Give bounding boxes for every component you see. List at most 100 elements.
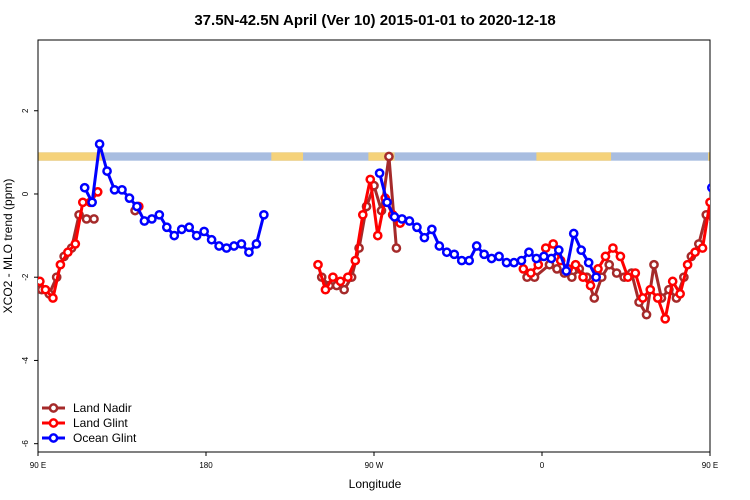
land-glint-point xyxy=(40,284,51,295)
land-glint-point xyxy=(365,174,376,185)
land-nadir-point xyxy=(718,215,725,222)
ocean-glint-point xyxy=(524,247,534,258)
land-nadir-point xyxy=(567,272,577,283)
ocean-glint-point xyxy=(176,224,187,235)
ocean-glint-point xyxy=(109,184,120,195)
land-glint-point xyxy=(518,264,529,274)
land-glint-point xyxy=(320,284,331,295)
y-tick-label: 2 xyxy=(21,108,30,113)
ocean-glint-point xyxy=(139,216,150,226)
ocean-glint-point xyxy=(434,241,445,251)
ocean-glint-point xyxy=(124,193,135,203)
ocean-glint-point xyxy=(553,245,564,256)
ocean-glint-point xyxy=(236,239,247,249)
land-glint-point xyxy=(55,259,66,270)
ocean-glint-point xyxy=(161,222,172,233)
land-glint-point xyxy=(570,259,581,270)
land-band-segment xyxy=(708,152,710,161)
land-glint-point xyxy=(630,268,641,278)
land-glint-point xyxy=(645,284,656,295)
ocean-glint-point xyxy=(707,183,710,193)
ocean-glint-point xyxy=(404,216,415,226)
ocean-glint-point xyxy=(191,230,202,241)
ocean-glint-point xyxy=(746,186,750,193)
land-glint-point xyxy=(714,199,721,206)
ocean-glint-point xyxy=(102,166,112,176)
ocean-glint-point xyxy=(456,255,467,266)
land-glint-legend-label: Land Glint xyxy=(73,416,128,430)
land-nadir-point xyxy=(89,214,99,224)
ocean-glint-point xyxy=(117,184,127,195)
land-glint-point xyxy=(77,197,88,208)
land-glint-point xyxy=(705,197,710,208)
land-glint-point xyxy=(70,239,81,249)
y-axis-label: XCO2 - MLO trend (ppm) xyxy=(1,179,15,314)
land-nadir-line xyxy=(320,155,398,292)
ocean-glint-point xyxy=(251,239,262,249)
ocean-glint-point xyxy=(731,167,738,174)
ocean-glint-point xyxy=(531,253,542,264)
ocean-glint-point xyxy=(132,201,142,212)
ocean-glint-point xyxy=(229,241,239,251)
land-nadir-legend-label: Land Nadir xyxy=(73,401,132,415)
land-glint-point xyxy=(721,188,728,195)
land-glint-point xyxy=(600,251,611,262)
land-nadir-point xyxy=(611,268,622,278)
ocean-glint-point xyxy=(716,199,723,206)
land-glint-legend-marker xyxy=(48,418,59,428)
land-nadir-point xyxy=(641,309,652,320)
land-nadir-point xyxy=(384,151,394,162)
land-glint-point xyxy=(660,313,671,324)
land-nadir-point xyxy=(649,259,659,270)
ocean-glint-point xyxy=(471,241,482,251)
y-tick-label: -2 xyxy=(21,273,30,281)
y-tick-label: -4 xyxy=(21,356,30,364)
ocean-glint-point xyxy=(214,241,224,251)
ocean-glint-point xyxy=(723,140,730,147)
land-nadir-point xyxy=(589,293,600,303)
chart-title: 37.5N-42.5N April (Ver 10) 2015-01-01 to… xyxy=(194,12,555,29)
land-glint-point xyxy=(578,272,588,283)
ocean-glint-point xyxy=(576,245,587,256)
land-glint-point xyxy=(675,289,685,299)
ocean-glint-point xyxy=(583,257,594,268)
land-glint-point xyxy=(682,259,693,270)
y-tick-label: 0 xyxy=(21,191,30,196)
land-glint-point xyxy=(637,293,648,303)
x-tick-label: 0 xyxy=(540,461,545,470)
ocean-glint-point xyxy=(154,209,165,220)
ocean-glint-point xyxy=(389,212,400,222)
land-glint-point xyxy=(690,247,700,258)
land-glint-point xyxy=(652,293,663,303)
ocean-glint-point xyxy=(199,226,209,237)
land-nadir-point xyxy=(708,215,710,223)
land-glint-point xyxy=(540,243,551,253)
land-glint-point xyxy=(608,243,618,253)
ocean-glint-point xyxy=(419,232,430,243)
ocean-glint-point xyxy=(568,228,579,239)
ocean-glint-legend-marker xyxy=(48,433,59,443)
ocean-glint-point xyxy=(494,251,504,262)
ocean-glint-point xyxy=(486,253,497,264)
ocean-glint-point xyxy=(546,253,557,264)
ocean-glint-point xyxy=(206,234,217,245)
x-tick-label: 90 E xyxy=(30,461,46,470)
land-glint-point xyxy=(697,243,708,253)
land-nadir-point xyxy=(391,243,402,253)
land-glint-point xyxy=(328,272,338,283)
x-axis: 90 E 180 90 W 0 90 E xyxy=(30,452,718,470)
ocean-glint-point xyxy=(147,214,157,224)
ocean-glint-line xyxy=(712,144,750,236)
x-axis-label: Longitude xyxy=(349,477,402,491)
land-glint-point xyxy=(585,280,596,291)
land-glint-point xyxy=(63,247,73,258)
ocean-glint-legend-label: Ocean Glint xyxy=(73,431,137,445)
ocean-glint-point xyxy=(738,186,745,193)
land-nadir-point xyxy=(81,214,92,224)
ocean-glint-point xyxy=(539,251,549,262)
land-glint-point xyxy=(667,276,678,287)
land-glint-point xyxy=(615,251,626,262)
land-glint-point xyxy=(335,276,346,287)
land-glint-point xyxy=(350,255,361,266)
